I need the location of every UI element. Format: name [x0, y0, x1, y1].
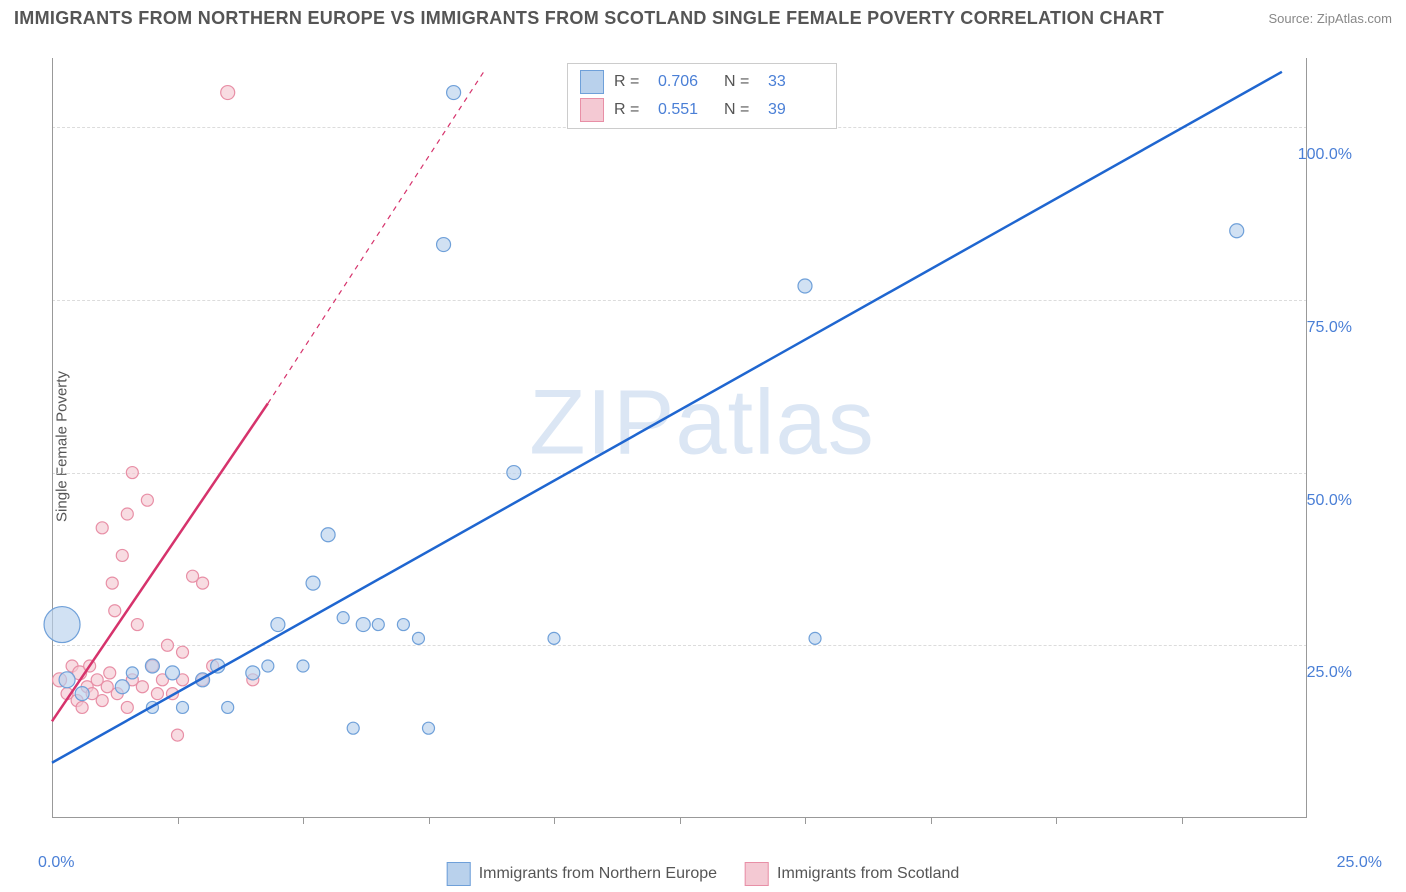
swatch-series-1-bottom — [447, 862, 471, 886]
data-point — [59, 672, 75, 688]
regression-line — [52, 72, 1282, 763]
data-point — [106, 577, 118, 589]
legend-item-series-2: Immigrants from Scotland — [745, 862, 959, 886]
data-point — [507, 466, 521, 480]
data-point — [76, 701, 88, 713]
data-point — [437, 238, 451, 252]
x-tick-mark — [931, 818, 932, 824]
swatch-series-1 — [580, 70, 604, 94]
r-label-2: R = — [614, 101, 648, 119]
data-point — [1230, 224, 1244, 238]
data-point — [222, 701, 234, 713]
data-point — [798, 279, 812, 293]
legend-row-series-1: R = 0.706 N = 33 — [580, 68, 824, 96]
chart-title: IMMIGRANTS FROM NORTHERN EUROPE VS IMMIG… — [14, 8, 1164, 29]
data-point — [165, 666, 179, 680]
regression-line — [268, 72, 484, 404]
data-point — [337, 612, 349, 624]
data-point — [297, 660, 309, 672]
data-point — [177, 701, 189, 713]
x-tick-origin: 0.0% — [38, 854, 74, 872]
data-point — [321, 528, 335, 542]
data-point — [246, 666, 260, 680]
chart-source: Source: ZipAtlas.com — [1268, 11, 1392, 26]
data-point — [347, 722, 359, 734]
x-tick-mark — [805, 818, 806, 824]
source-label: Source: — [1268, 11, 1316, 26]
legend-item-series-1: Immigrants from Northern Europe — [447, 862, 717, 886]
x-tick-mark — [680, 818, 681, 824]
data-point — [412, 632, 424, 644]
x-tick-max: 25.0% — [1337, 854, 1382, 872]
data-point — [423, 722, 435, 734]
data-point — [126, 667, 138, 679]
data-point — [372, 619, 384, 631]
data-point — [151, 688, 163, 700]
data-point — [221, 86, 235, 100]
data-point — [145, 659, 159, 673]
correlation-legend: R = 0.706 N = 33 R = 0.551 N = 39 — [567, 63, 837, 129]
data-point — [136, 681, 148, 693]
series-2-name: Immigrants from Scotland — [777, 865, 959, 883]
data-point — [161, 639, 173, 651]
x-tick-mark — [429, 818, 430, 824]
x-tick-mark — [1056, 818, 1057, 824]
data-point — [271, 618, 285, 632]
data-point — [809, 632, 821, 644]
data-point — [44, 607, 80, 643]
data-point — [197, 577, 209, 589]
data-point — [131, 619, 143, 631]
r-label-1: R = — [614, 73, 648, 91]
x-tick-mark — [1182, 818, 1183, 824]
scatter-svg — [52, 58, 1352, 818]
data-point — [356, 618, 370, 632]
data-point — [177, 646, 189, 658]
data-point — [126, 467, 138, 479]
data-point — [172, 729, 184, 741]
x-tick-mark — [554, 818, 555, 824]
data-point — [96, 522, 108, 534]
plot-area: Single Female Poverty 25.0%50.0%75.0%100… — [52, 58, 1352, 818]
data-point — [447, 86, 461, 100]
data-point — [306, 576, 320, 590]
data-point — [96, 695, 108, 707]
data-point — [141, 494, 153, 506]
r-value-2: 0.551 — [658, 101, 714, 119]
x-tick-mark — [303, 818, 304, 824]
n-label-2: N = — [724, 101, 758, 119]
data-point — [397, 619, 409, 631]
regression-line — [52, 403, 268, 721]
legend-row-series-2: R = 0.551 N = 39 — [580, 96, 824, 124]
n-value-2: 39 — [768, 101, 824, 119]
x-tick-mark — [178, 818, 179, 824]
source-value: ZipAtlas.com — [1317, 11, 1392, 26]
data-point — [75, 687, 89, 701]
data-point — [121, 701, 133, 713]
series-1-name: Immigrants from Northern Europe — [479, 865, 717, 883]
n-value-1: 33 — [768, 73, 824, 91]
swatch-series-2 — [580, 98, 604, 122]
r-value-1: 0.706 — [658, 73, 714, 91]
swatch-series-2-bottom — [745, 862, 769, 886]
data-point — [548, 632, 560, 644]
data-point — [115, 680, 129, 694]
data-point — [121, 508, 133, 520]
series-legend: Immigrants from Northern Europe Immigran… — [447, 862, 960, 886]
data-point — [262, 660, 274, 672]
n-label-1: N = — [724, 73, 758, 91]
data-point — [116, 549, 128, 561]
data-point — [109, 605, 121, 617]
data-point — [104, 667, 116, 679]
